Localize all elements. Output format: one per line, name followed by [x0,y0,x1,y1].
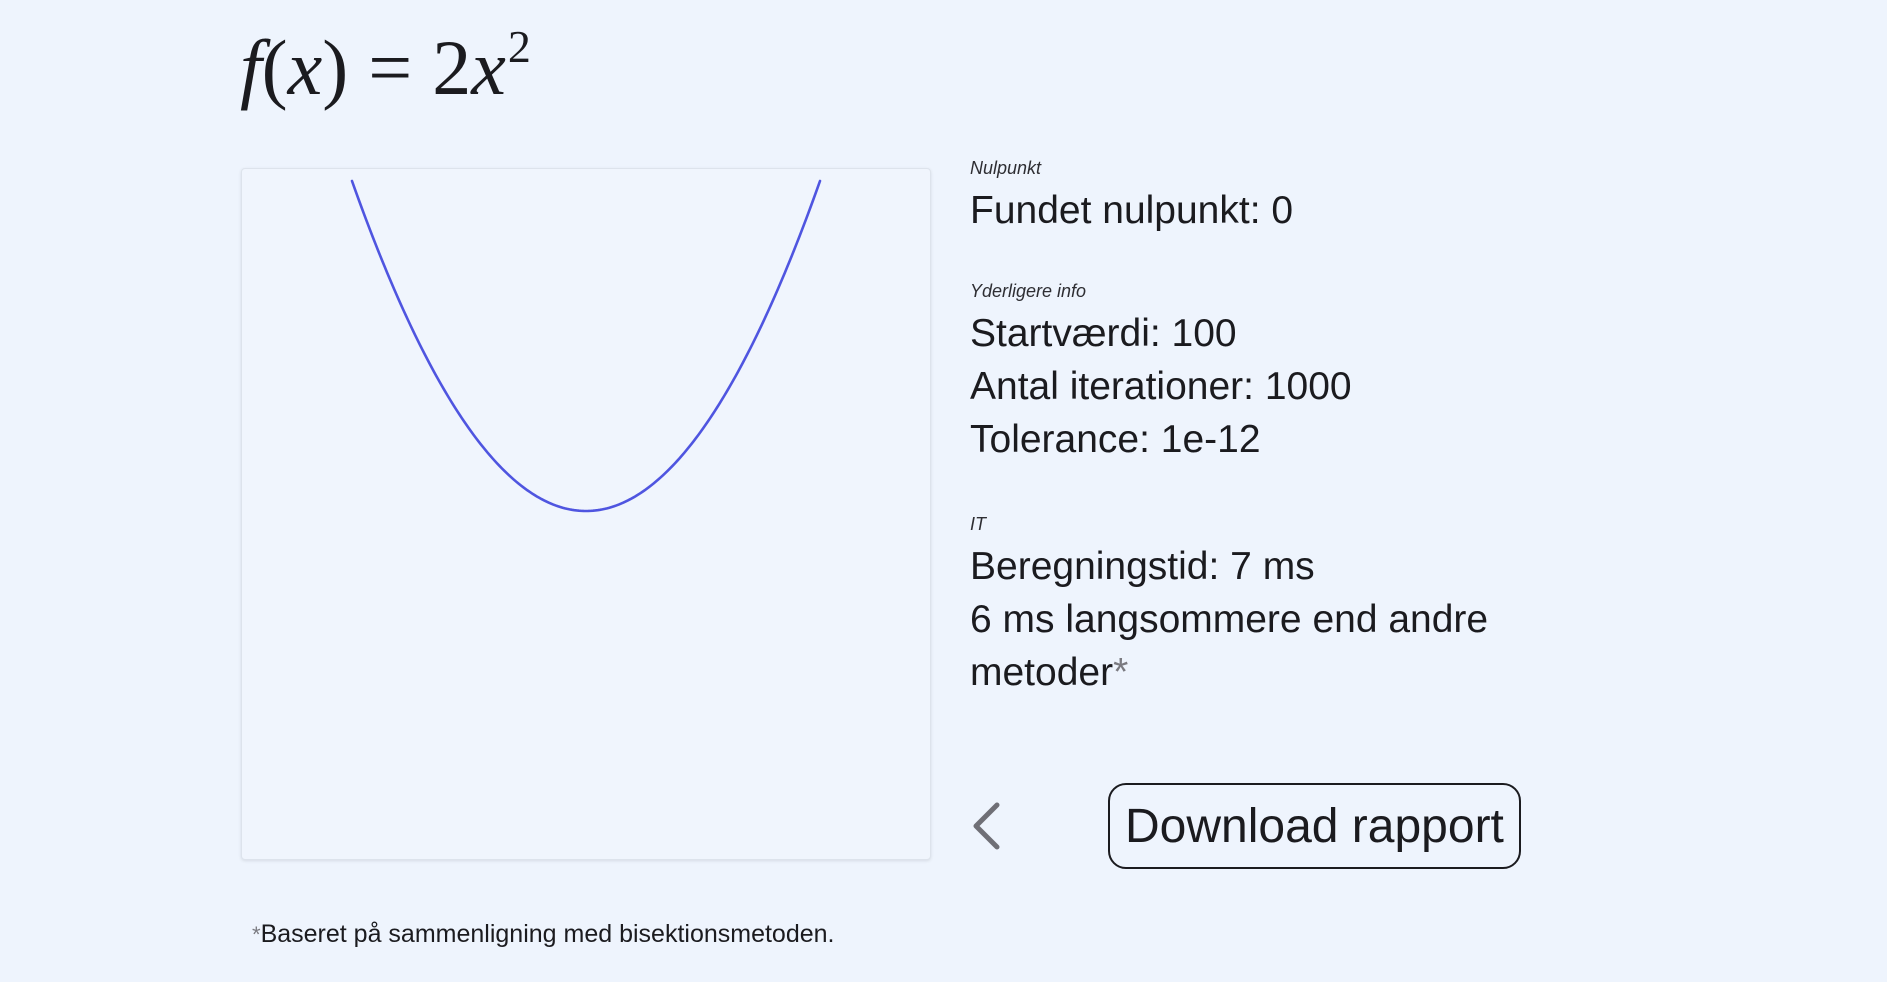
footnote-text: Baseret på sammenligning med bisektionsm… [260,920,835,948]
download-report-button[interactable]: Download rapport [1108,783,1521,869]
base-variable: x [471,24,506,111]
details-section-label: Yderligere info [970,281,1087,301]
function-plot [241,168,931,860]
chevron-left-icon[interactable] [966,796,1006,856]
start-value: Startværdi: 100 [970,312,1237,355]
chevron-left-glyph [973,802,1000,850]
info-panel: Nulpunkt Fundet nulpunkt: 0 Yderligere i… [970,156,1590,699]
found-root: Fundet nulpunkt: 0 [970,189,1294,232]
function-variable: x [287,24,323,111]
close-paren: ) [322,24,349,111]
it-section: IT Beregningstid: 7 ms 6 ms langsommere … [970,512,1590,699]
function-name: f [240,24,262,111]
computation-time: Beregningstid: 7 ms [970,545,1315,588]
footnote-marker: * [1113,651,1129,694]
coefficient: 2 [432,24,472,111]
plot-svg [350,179,822,513]
footnote-asterisk: * [252,922,261,947]
function-formula: f(x) = 2x2 [240,24,531,107]
speed-comparison-text: 6 ms langsommere end andre metoder [970,598,1489,694]
footnote: *Baseret på sammenligning med bisektions… [252,920,835,949]
root-section-label: Nulpunkt [970,158,1042,178]
details-section: Yderligere info Startværdi: 100 Antal it… [970,279,1590,466]
equals-sign: = [368,24,413,111]
root-section: Nulpunkt Fundet nulpunkt: 0 [970,156,1590,237]
open-paren: ( [261,24,288,111]
iteration-count: Antal iterationer: 1000 [970,365,1352,408]
speed-comparison: 6 ms langsommere end andre metoder* [970,593,1590,699]
action-bar: Download rapport [966,783,1521,869]
exponent: 2 [507,21,531,72]
tolerance: Tolerance: 1e-12 [970,418,1261,461]
function-curve [350,179,822,513]
it-section-label: IT [970,514,986,534]
